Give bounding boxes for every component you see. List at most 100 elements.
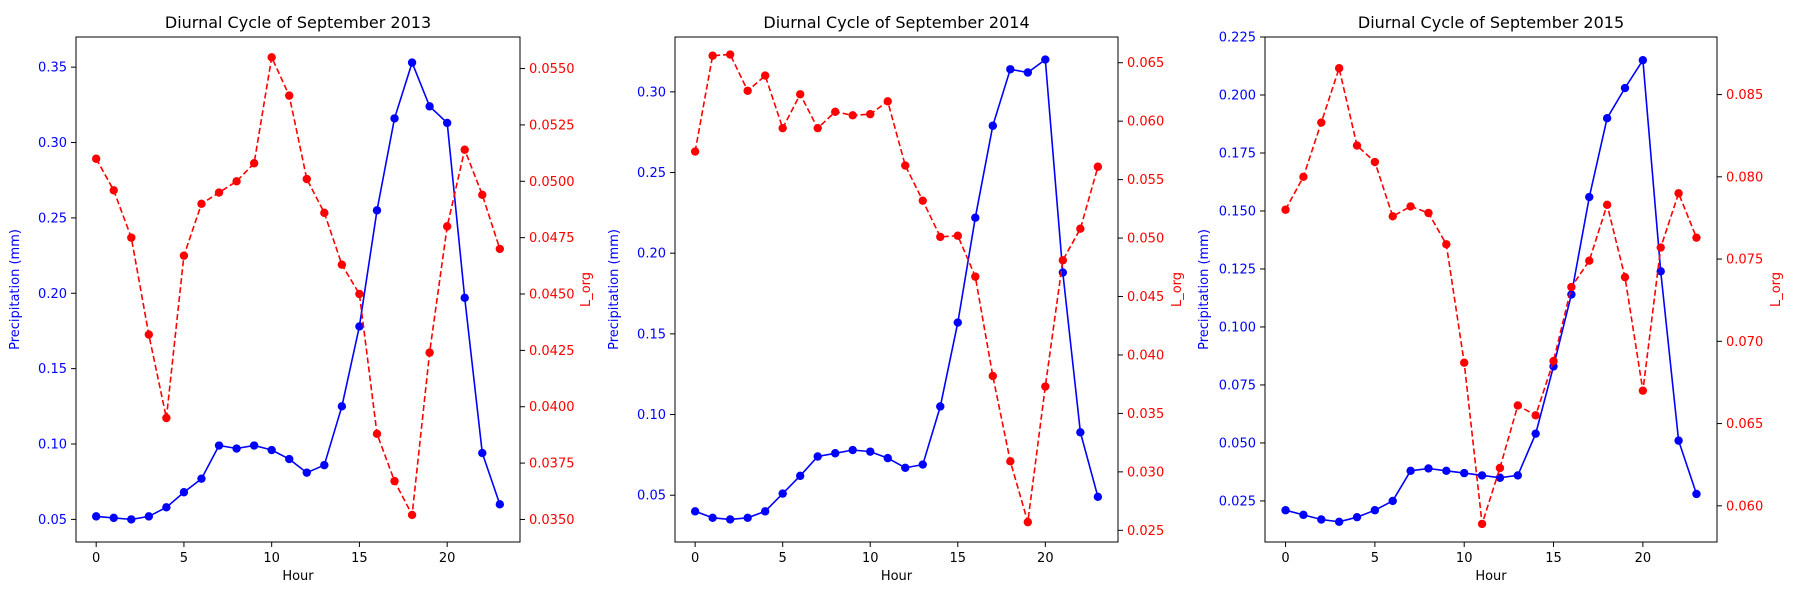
precipitation-point-17 [390, 114, 399, 123]
precipitation-point-5 [778, 489, 787, 498]
lorg-point-8 [232, 177, 241, 186]
chart-panel-3: Diurnal Cycle of September 2015 0 5 10 15 20 H… [1197, 13, 1784, 584]
precipitation-point-14 [337, 402, 347, 411]
precipitation-point-0 [91, 512, 101, 521]
lorg-point-22 [478, 190, 487, 200]
precipitation-point-19 [1620, 83, 1630, 93]
lorg-point-12 [302, 174, 311, 184]
x-tick-label: 0 [92, 551, 100, 566]
lorg-line [694, 53, 1099, 523]
precipitation-point-11 [883, 453, 892, 463]
lorg-point-13 [320, 208, 329, 218]
left-y-tick-label: 0.025 [1219, 494, 1256, 509]
left-y-tick-label: 0.25 [38, 211, 67, 226]
x-tick-label: 10 [1456, 551, 1473, 566]
right-y-tick-label: 0.035 [1127, 407, 1164, 422]
left-y-axis-label: Precipitation (mm) [607, 229, 622, 350]
x-tick-label: 15 [1545, 551, 1562, 566]
lorg-point-17 [390, 476, 399, 486]
right-y-tick-label: 0.045 [1127, 290, 1164, 305]
precipitation-point-10 [1460, 468, 1469, 478]
precipitation-point-16 [372, 206, 382, 215]
chart-title: Diurnal Cycle of September 2013 [165, 13, 431, 32]
precipitation-point-20 [1041, 55, 1050, 64]
lorg-point-13 [918, 196, 927, 205]
lorg-point-16 [372, 429, 382, 438]
precipitation-point-21 [1656, 267, 1665, 276]
lorg-point-18 [1006, 457, 1015, 466]
left-y-axis-label: Precipitation (mm) [1197, 229, 1212, 350]
precipitation-point-23 [1093, 492, 1103, 502]
left-y-tick-label: 0.050 [1219, 436, 1256, 451]
left-y-axis-label: Precipitation (mm) [8, 229, 23, 350]
lorg-point-2 [127, 233, 136, 242]
precipitation-point-3 [743, 513, 752, 522]
lorg-point-4 [1352, 141, 1362, 150]
lorg-point-20 [1638, 386, 1648, 395]
left-y-tick-label: 0.20 [637, 247, 666, 262]
right-y-tick-label: 0.080 [1726, 170, 1763, 185]
left-y-tick-label: 0.35 [38, 61, 67, 76]
lorg-point-9 [249, 159, 259, 168]
lorg-point-16 [1567, 282, 1576, 292]
left-y-tick-label: 0.15 [38, 362, 67, 377]
lorg-point-7 [813, 123, 822, 133]
lorg-point-0 [1281, 205, 1290, 214]
lorg-point-15 [953, 231, 962, 240]
lorg-point-15 [1549, 356, 1558, 366]
x-tick-label: 10 [263, 551, 280, 566]
chart-title: Diurnal Cycle of September 2014 [763, 13, 1029, 32]
right-y-axis-label: L_org [579, 272, 594, 307]
precipitation-point-20 [442, 118, 452, 128]
right-y-tick-label: 0.0425 [529, 344, 575, 359]
precipitation-point-3 [1334, 517, 1344, 527]
precipitation-point-2 [1317, 515, 1326, 524]
precipitation-point-18 [1006, 65, 1015, 74]
x-tick-label: 0 [1281, 551, 1289, 566]
precipitation-point-7 [214, 441, 224, 450]
precipitation-point-5 [1370, 506, 1380, 515]
right-y-tick-label: 0.060 [1127, 115, 1164, 130]
x-tick-label: 20 [1635, 551, 1652, 566]
precipitation-point-23 [495, 500, 505, 509]
left-y-tick-label: 0.175 [1219, 146, 1256, 161]
chart-title: Diurnal Cycle of September 2015 [1358, 13, 1624, 32]
left-y-tick-label: 0.30 [637, 85, 666, 100]
lorg-point-20 [1041, 382, 1050, 391]
precipitation-point-12 [901, 463, 910, 472]
precipitation-point-3 [144, 512, 154, 521]
right-y-tick-label: 0.040 [1127, 348, 1164, 363]
precipitation-point-22 [1674, 436, 1683, 445]
lorg-point-12 [901, 161, 910, 170]
right-y-axis-label: L_org [1769, 272, 1784, 307]
precipitation-point-2 [127, 515, 136, 524]
x-tick-label: 20 [439, 551, 456, 566]
precipitation-point-15 [953, 318, 962, 327]
precipitation-point-13 [320, 460, 329, 470]
precipitation-point-13 [1513, 471, 1522, 480]
left-y-tick-label: 0.20 [38, 287, 67, 302]
precipitation-point-18 [407, 58, 417, 67]
lorg-point-20 [442, 222, 452, 231]
precipitation-point-7 [813, 452, 822, 461]
right-y-tick-label: 0.050 [1127, 232, 1164, 247]
lorg-point-6 [795, 90, 805, 99]
precipitation-point-4 [162, 503, 171, 512]
right-y-tick-label: 0.065 [1726, 417, 1763, 432]
precipitation-point-12 [302, 468, 311, 477]
precipitation-point-6 [795, 471, 805, 481]
lorg-point-4 [760, 71, 770, 80]
lorg-point-0 [91, 154, 101, 163]
lorg-point-19 [1023, 517, 1033, 527]
precipitation-line [1285, 57, 1698, 523]
plot-frame [1264, 36, 1718, 543]
precipitation-point-8 [831, 449, 840, 458]
right-y-tick-label: 0.0500 [529, 175, 575, 190]
lorg-point-3 [743, 86, 752, 95]
lorg-point-17 [988, 371, 998, 381]
left-y-tick-label: 0.100 [1219, 320, 1256, 335]
lorg-point-5 [1370, 157, 1380, 167]
x-tick-label: 5 [779, 551, 787, 566]
x-tick-label: 15 [950, 551, 967, 566]
lorg-point-22 [1674, 189, 1683, 198]
